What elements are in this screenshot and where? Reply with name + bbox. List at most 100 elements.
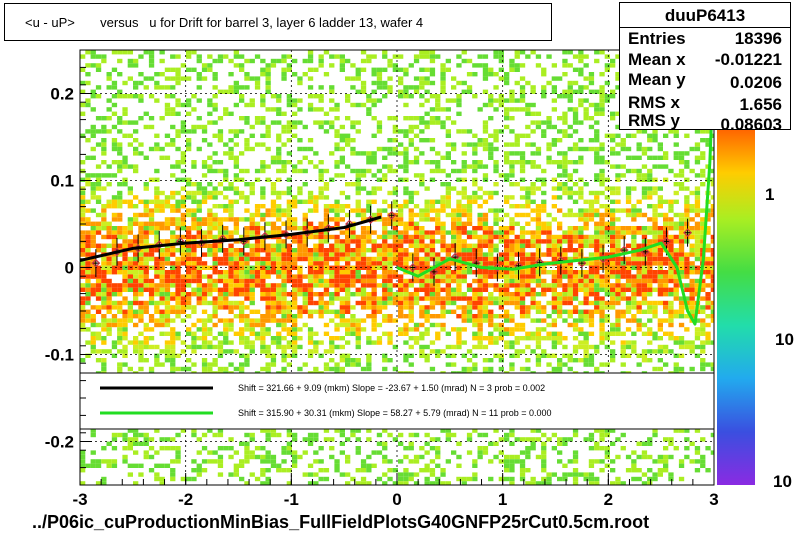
heatmap-cell xyxy=(610,151,616,156)
heatmap-cell xyxy=(583,261,589,266)
heatmap-cell xyxy=(509,142,515,147)
heatmap-cell xyxy=(588,239,595,244)
heatmap-cell xyxy=(419,248,425,253)
heatmap-cell xyxy=(212,217,218,222)
heatmap-cell xyxy=(334,116,340,121)
heatmap-cell xyxy=(419,138,425,143)
heatmap-cell xyxy=(419,116,425,121)
heatmap-cell xyxy=(223,322,229,328)
heatmap-cell xyxy=(599,173,605,178)
heatmap-cell xyxy=(101,292,107,297)
heatmap-cell xyxy=(366,270,372,275)
heatmap-cell xyxy=(541,454,547,460)
heatmap-cell xyxy=(313,349,319,354)
heatmap-cell xyxy=(514,212,520,218)
heatmap-cell xyxy=(461,89,467,94)
heatmap-cell xyxy=(196,98,202,103)
heatmap-cell xyxy=(101,300,107,306)
heatmap-cell xyxy=(525,256,531,262)
heatmap-cell xyxy=(270,199,277,204)
heatmap-cell xyxy=(530,278,536,284)
heatmap-cell xyxy=(106,287,112,292)
heatmap-cell xyxy=(610,89,616,94)
heatmap-cell xyxy=(122,454,128,460)
heatmap-cell xyxy=(371,309,377,314)
heatmap-cell xyxy=(514,133,520,138)
heatmap-cell xyxy=(148,318,155,323)
heatmap-cell xyxy=(154,344,160,350)
heatmap-cell xyxy=(292,239,298,244)
heatmap-cell xyxy=(307,58,314,64)
heatmap-cell xyxy=(493,300,499,306)
heatmap-cell xyxy=(456,314,462,319)
heatmap-cell xyxy=(509,221,515,226)
heatmap-cell xyxy=(101,256,107,262)
heatmap-cell xyxy=(122,314,128,319)
heatmap-cell xyxy=(557,186,563,191)
heatmap-cell xyxy=(302,146,308,152)
heatmap-cell xyxy=(244,85,250,90)
heatmap-cell xyxy=(440,248,446,253)
heatmap-cell xyxy=(127,441,133,446)
heatmap-cell xyxy=(599,234,605,240)
heatmap-cell xyxy=(297,199,303,204)
heatmap-cell xyxy=(488,72,494,77)
heatmap-cell xyxy=(217,190,224,196)
heatmap-cell xyxy=(260,98,266,103)
heatmap-cell xyxy=(318,94,324,99)
heatmap-cell xyxy=(244,292,250,297)
heatmap-cell xyxy=(557,292,563,297)
heatmap-cell xyxy=(249,98,255,103)
heatmap-cell xyxy=(498,300,504,306)
heatmap-cell xyxy=(148,199,155,204)
heatmap-cell xyxy=(572,296,579,301)
heatmap-cell xyxy=(95,186,102,191)
heatmap-cell xyxy=(106,309,112,314)
heatmap-cell xyxy=(117,50,123,55)
heatmap-cell xyxy=(106,204,112,209)
heatmap-cell xyxy=(382,441,388,446)
heatmap-cell xyxy=(260,168,266,174)
heatmap-cell xyxy=(578,155,584,160)
heatmap-cell xyxy=(175,261,181,266)
heatmap-cell xyxy=(318,261,324,266)
heatmap-cell xyxy=(143,322,149,328)
heatmap-cell xyxy=(85,309,91,314)
heatmap-cell xyxy=(276,58,282,64)
heatmap-cell xyxy=(207,230,213,235)
heatmap-cell xyxy=(541,252,547,257)
heatmap-cell xyxy=(138,366,144,372)
heatmap-cell xyxy=(239,314,245,319)
heatmap-cell xyxy=(604,160,610,165)
heatmap-cell xyxy=(233,54,239,59)
heatmap-cell xyxy=(286,274,292,279)
heatmap-cell xyxy=(217,248,224,253)
heatmap-cell xyxy=(493,133,499,138)
heatmap-cell xyxy=(360,274,367,279)
heatmap-cell xyxy=(260,349,266,354)
heatmap-cell xyxy=(525,437,531,442)
heatmap-cell xyxy=(398,309,404,314)
heatmap-cell xyxy=(249,265,255,270)
heatmap-cell xyxy=(403,331,409,336)
heatmap-cell xyxy=(196,234,202,240)
heatmap-cell xyxy=(313,292,319,297)
heatmap-cell xyxy=(170,85,176,90)
heatmap-cell xyxy=(525,446,531,451)
heatmap-cell xyxy=(154,309,160,314)
heatmap-cell xyxy=(572,344,579,350)
heatmap-cell xyxy=(223,256,229,262)
heatmap-cell xyxy=(154,199,160,204)
heatmap-cell xyxy=(313,309,319,314)
heatmap-cell xyxy=(254,116,261,121)
heatmap-cell xyxy=(207,252,213,257)
heatmap-cell xyxy=(101,124,107,130)
heatmap-cell xyxy=(392,129,398,134)
heatmap-cell xyxy=(387,190,393,196)
heatmap-cell xyxy=(212,270,218,275)
heatmap-cell xyxy=(572,428,579,433)
heatmap-cell xyxy=(599,336,605,341)
heatmap-cell xyxy=(260,446,266,451)
heatmap-cell xyxy=(313,208,319,213)
heatmap-cell xyxy=(530,292,536,297)
